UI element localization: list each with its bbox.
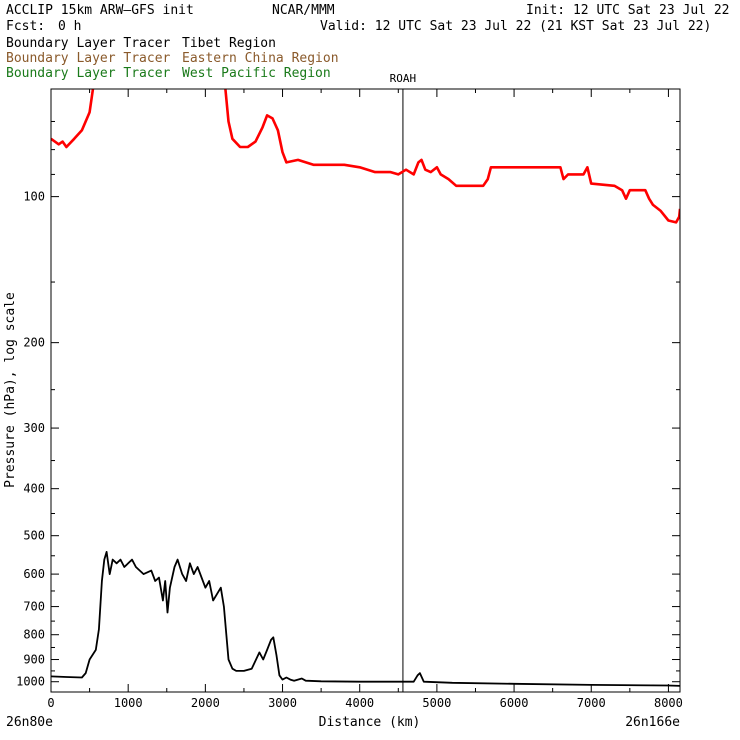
y-axis-label: Pressure (hPa), log scale (3, 292, 18, 488)
x-tick-label: 4000 (345, 696, 374, 710)
series-line-red (51, 89, 680, 224)
x-tick-label: 8000 (654, 696, 683, 710)
y-tick-label: 800 (23, 628, 45, 642)
x-tick-label: 3000 (268, 696, 297, 710)
plot-frame (50, 88, 681, 693)
series-line-black (51, 551, 680, 687)
x-start-location: 26n80e (6, 715, 53, 730)
y-tick-label: 300 (23, 421, 45, 435)
x-tick-label: 2000 (191, 696, 220, 710)
x-tick-label: 6000 (500, 696, 529, 710)
marker-label: ROAH (390, 72, 417, 85)
y-tick-label: 1000 (16, 675, 45, 689)
forecast-hour: 0 h (58, 19, 82, 34)
y-tick-label: 100 (23, 190, 45, 204)
y-tick-label: 700 (23, 600, 45, 614)
x-end-location: 26n166e (625, 715, 680, 730)
init-time: Init: 12 UTC Sat 23 Jul 22 (526, 3, 730, 18)
y-tick-label: 900 (23, 653, 45, 667)
legend-tracer-eastern-china: Boundary Layer Tracer (6, 51, 171, 66)
model-title: ACCLIP 15km ARW–GFS init (6, 3, 194, 18)
x-tick-label: 7000 (577, 696, 606, 710)
legend-region-west-pacific: West Pacific Region (182, 66, 331, 81)
legend-region-eastern-china: Eastern China Region (182, 51, 339, 66)
y-tick-label: 400 (23, 482, 45, 496)
y-tick-label: 200 (23, 336, 45, 350)
y-tick-label: 500 (23, 529, 45, 543)
x-axis-label: Distance (km) (319, 715, 421, 730)
valid-time: Valid: 12 UTC Sat 23 Jul 22 (21 KST Sat … (320, 19, 712, 34)
x-tick-label: 0 (47, 696, 54, 710)
legend-tracer-tibet: Boundary Layer Tracer (6, 36, 171, 51)
y-tick-label: 600 (23, 567, 45, 581)
x-tick-label: 5000 (422, 696, 451, 710)
x-tick-label: 1000 (114, 696, 143, 710)
legend-region-tibet: Tibet Region (182, 36, 276, 51)
forecast-label: Fcst: (6, 19, 46, 34)
legend-tracer-west-pacific: Boundary Layer Tracer (6, 66, 171, 81)
center-label: NCAR/MMM (272, 3, 335, 18)
